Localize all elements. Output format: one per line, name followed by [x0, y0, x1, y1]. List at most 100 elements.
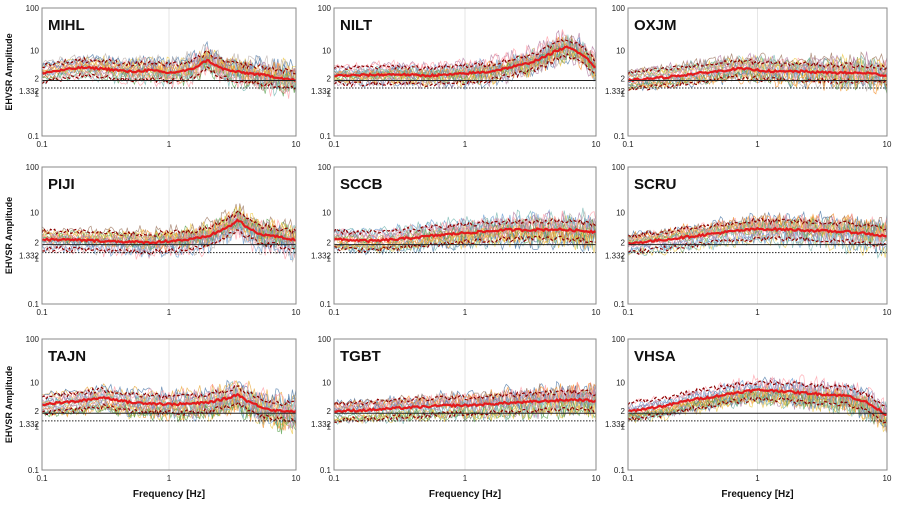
- panel-border: [333, 166, 597, 305]
- panel-title: SCCB: [340, 176, 383, 193]
- trace-line: [42, 49, 296, 81]
- panel-border: [41, 166, 297, 305]
- x-tick-label: 0.1: [622, 140, 634, 149]
- x-tick-label: 1: [755, 140, 760, 149]
- trace-group: [628, 51, 887, 95]
- y-tick-label: 1: [621, 422, 626, 431]
- x-tick-label: 10: [292, 308, 301, 317]
- ref-label-2: 2: [327, 74, 332, 83]
- x-tick-label: 10: [592, 474, 601, 483]
- panel-nilt: 0.1 1 10 100 2 1.332 0.1 1 10 NILT: [311, 4, 601, 149]
- trace-group: [42, 203, 296, 263]
- panel-border: [333, 7, 597, 137]
- y-tick-label: 100: [26, 163, 40, 172]
- y-tick-label: 0.1: [28, 466, 40, 475]
- mean-curve: [628, 388, 887, 417]
- mean-curve: [42, 392, 296, 414]
- trace-line: [334, 42, 596, 89]
- trace-line: [628, 57, 887, 85]
- x-tick-label: 10: [883, 474, 892, 483]
- lower-dashed-curve: [334, 404, 596, 423]
- y-tick-label: 1: [327, 254, 332, 263]
- trace-line: [334, 386, 596, 414]
- trace-line: [42, 60, 296, 99]
- ref-label-2: 2: [35, 74, 40, 83]
- upper-dashed-curve: [42, 209, 296, 237]
- panel-mihl: 0.1 1 10 100 2 1.332 0.1 1 10 MIHL EHVSR Amplitude: [4, 4, 301, 149]
- trace-line: [42, 380, 296, 418]
- ref-label-1332: 1.332: [19, 252, 40, 261]
- x-tick-label: 0.1: [36, 474, 48, 483]
- mean-curve: [42, 58, 296, 83]
- x-tick-label: 10: [592, 308, 601, 317]
- trace-line: [42, 212, 296, 248]
- ref-label-2: 2: [35, 239, 40, 248]
- trace-line: [334, 386, 596, 414]
- x-tick-label: 0.1: [622, 308, 634, 317]
- trace-line: [628, 374, 887, 416]
- y-tick-label: 0.1: [28, 300, 40, 309]
- panel-title: TGBT: [340, 348, 381, 365]
- trace-line: [628, 388, 887, 427]
- trace-line: [42, 56, 296, 91]
- ref-label-1332: 1.332: [19, 87, 40, 96]
- x-tick-label: 1: [463, 140, 468, 149]
- panel-title: SCRU: [634, 176, 677, 193]
- panel-border: [627, 166, 888, 305]
- panel-border: [41, 7, 297, 137]
- x-tick-label: 1: [167, 474, 172, 483]
- y-tick-label: 1: [35, 422, 40, 431]
- y-tick-label: 10: [322, 379, 331, 388]
- upper-dashed-curve: [628, 58, 887, 75]
- y-tick-label: 10: [616, 379, 625, 388]
- x-tick-label: 0.1: [622, 474, 634, 483]
- y-tick-label: 100: [612, 4, 626, 13]
- x-tick-label: 1: [167, 308, 172, 317]
- y-tick-label: 1: [621, 89, 626, 98]
- ref-label-2: 2: [621, 239, 626, 248]
- y-tick-label: 0.1: [320, 466, 332, 475]
- panel-border: [627, 7, 888, 137]
- upper-dashed-curve: [628, 379, 887, 407]
- ref-label-2: 2: [327, 407, 332, 416]
- panel-title: TAJN: [48, 348, 86, 365]
- x-tick-label: 10: [292, 474, 301, 483]
- mean-curve: [334, 397, 596, 414]
- x-tick-label: 1: [463, 308, 468, 317]
- y-tick-label: 100: [26, 335, 40, 344]
- y-tick-label: 0.1: [320, 300, 332, 309]
- trace-group: [42, 379, 296, 435]
- trace-line: [334, 29, 596, 74]
- y-tick-label: 100: [318, 4, 332, 13]
- x-axis-label: Frequency [Hz]: [721, 489, 793, 500]
- trace-group: [42, 40, 296, 99]
- y-tick-label: 1: [327, 422, 332, 431]
- x-tick-label: 1: [755, 308, 760, 317]
- panel-oxjm: 0.1 1 10 100 2 1.332 0.1 1 10 OXJM: [605, 4, 892, 149]
- y-tick-label: 10: [30, 47, 39, 56]
- trace-line: [334, 382, 596, 410]
- trace-line: [42, 212, 296, 248]
- trace-group: [334, 380, 596, 425]
- ref-label-1332: 1.332: [605, 420, 626, 429]
- lower-dashed-curve: [334, 52, 596, 88]
- ref-label-1332: 1.332: [605, 87, 626, 96]
- y-tick-label: 1: [35, 254, 40, 263]
- x-tick-label: 10: [883, 308, 892, 317]
- upper-dashed-curve: [42, 385, 296, 406]
- panel-border: [627, 338, 888, 471]
- y-tick-label: 100: [26, 4, 40, 13]
- panel-title: PIJI: [48, 176, 75, 193]
- lower-dashed-curve: [334, 235, 596, 254]
- x-axis-label: Frequency [Hz]: [429, 489, 501, 500]
- panel-tgbt: 0.1 1 10 100 2 1.332 0.1 1 10 TGBT Frequency [Hz]: [311, 335, 601, 500]
- ref-label-2: 2: [35, 407, 40, 416]
- x-axis-label: Frequency [Hz]: [133, 489, 205, 500]
- ref-label-2: 2: [327, 239, 332, 248]
- x-tick-label: 0.1: [328, 474, 340, 483]
- trace-line: [628, 67, 887, 95]
- ref-label-1332: 1.332: [311, 87, 332, 96]
- mean-curve: [334, 227, 596, 244]
- x-tick-label: 1: [463, 474, 468, 483]
